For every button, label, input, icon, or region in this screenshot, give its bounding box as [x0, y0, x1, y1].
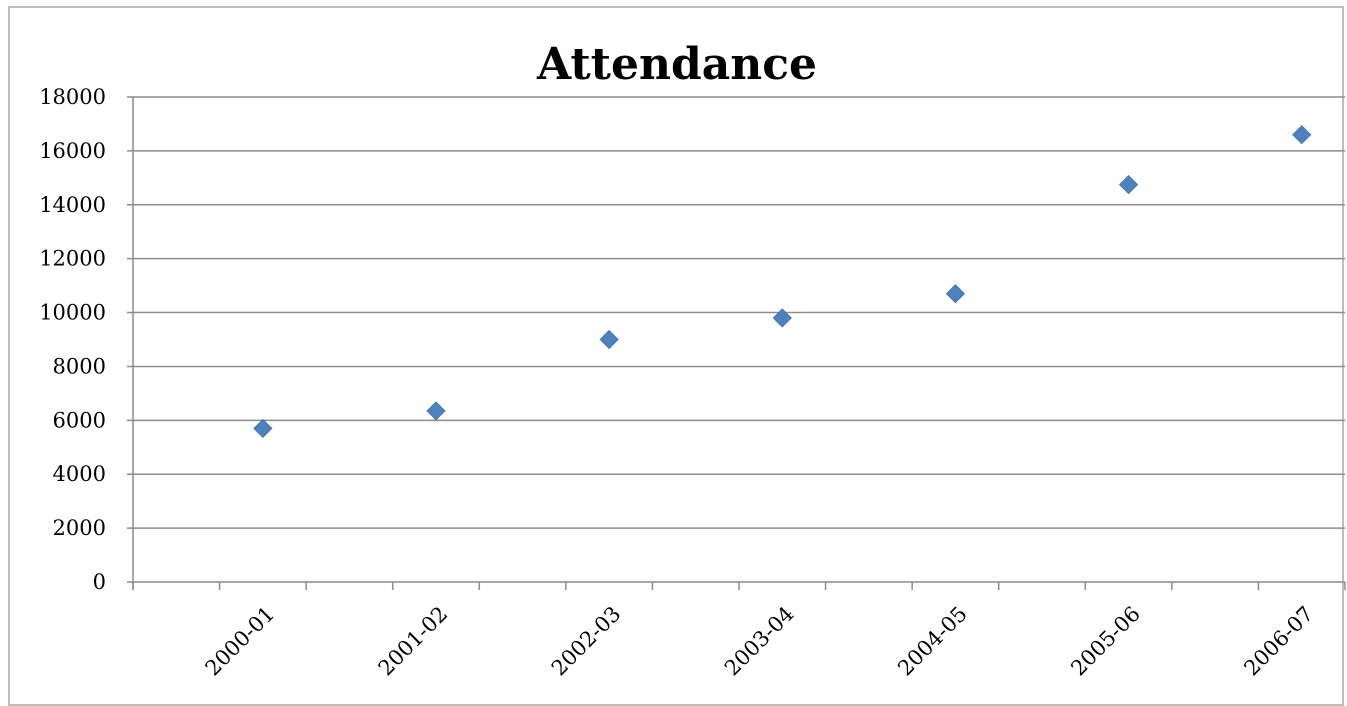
y-tick-label: 12000: [39, 247, 106, 271]
data-point-2003-04: [772, 308, 792, 328]
data-point-2004-05: [945, 284, 965, 304]
data-points: [253, 125, 1312, 438]
x-tick-label: 2003-04: [720, 602, 799, 681]
data-point-2001-02: [426, 401, 446, 421]
axes: [127, 97, 1346, 590]
data-point-2000-01: [253, 418, 273, 438]
y-tick-label: 6000: [53, 408, 106, 432]
x-tick-label: 2002-03: [547, 602, 626, 681]
y-tick-label: 10000: [39, 301, 106, 325]
y-tick-label: 16000: [39, 139, 106, 163]
y-tick-label: 8000: [53, 354, 106, 378]
x-tick-labels: 2000-01 2001-02 2002-03 2003-04 2004-05 2005-…: [201, 602, 1319, 681]
x-tick-label: 2005-06: [1066, 602, 1145, 681]
x-tick-label: 2004-05: [893, 602, 972, 681]
y-tick-label: 14000: [39, 193, 106, 217]
y-tick-labels: 0 2000 4000 6000 8000 10000 12000 14000 16000 180…: [39, 85, 106, 594]
chart-frame: [8, 6, 1344, 706]
y-tick-label: 18000: [39, 85, 106, 109]
y-tick-label: 0: [93, 570, 106, 594]
x-tick-label: 2006-07: [1239, 602, 1318, 681]
gridlines: [127, 96, 1345, 529]
data-point-2002-03: [599, 329, 619, 350]
data-point-2005-06: [1119, 175, 1139, 195]
chart-title: Attendance: [536, 39, 817, 90]
data-point-2006-07: [1292, 125, 1312, 145]
x-tick-label: 2000-01: [201, 602, 280, 681]
y-tick-label: 2000: [53, 516, 106, 540]
x-tick-label: 2001-02: [374, 602, 453, 681]
y-tick-label: 4000: [53, 462, 106, 486]
